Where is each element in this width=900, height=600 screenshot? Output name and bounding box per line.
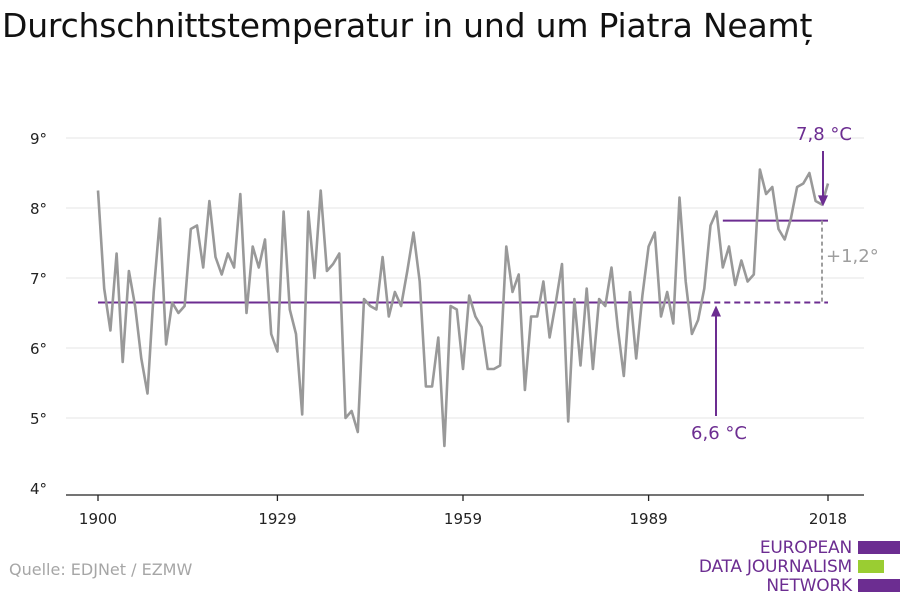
baseline-arrow-head: [711, 305, 721, 317]
y-tick-label-4: 4°: [30, 480, 47, 498]
y-tick-label-9: 9°: [30, 130, 47, 148]
series-layer: [96, 168, 830, 448]
annotations: 6,6 °C 7,8 °C +1,2°: [691, 124, 879, 444]
baseline-mean-label: 6,6 °C: [691, 423, 747, 444]
y-tick-label-7: 7°: [30, 270, 47, 288]
y-tick-label-6: 6°: [30, 340, 47, 358]
chart-title: Durchschnittstemperatur in und um Piatra…: [2, 6, 813, 45]
recent-mean-label: 7,8 °C: [796, 124, 852, 145]
source-note: Quelle: EDJNet / EZMW: [9, 560, 193, 579]
logo-bar-3: [858, 579, 900, 592]
x-tick-label-1959: 1959: [444, 510, 482, 528]
difference-label: +1,2°: [826, 246, 879, 267]
logo-bar-2: [858, 560, 884, 573]
recent-arrow-head: [818, 195, 828, 207]
series-line-temperature: [96, 168, 830, 448]
y-tick-label-5: 5°: [30, 410, 47, 428]
logo-line-3: NETWORK: [766, 576, 852, 596]
x-tick-label-1929: 1929: [258, 510, 296, 528]
y-tick-label-8: 8°: [30, 200, 47, 218]
edjnet-logo: EUROPEAN DATA JOURNALISM NETWORK: [698, 537, 900, 597]
logo-line-1: EUROPEAN: [759, 538, 852, 558]
x-tick-label-1989: 1989: [629, 510, 667, 528]
x-tick-label-1900: 1900: [79, 510, 117, 528]
logo-line-2: DATA JOURNALISM: [698, 557, 852, 577]
logo-bar-1: [858, 541, 900, 554]
x-tick-label-2018: 2018: [809, 510, 847, 528]
axes: 4° 5° 6° 7° 8° 9° 1900 1929 1959 1989 2018: [30, 130, 864, 528]
